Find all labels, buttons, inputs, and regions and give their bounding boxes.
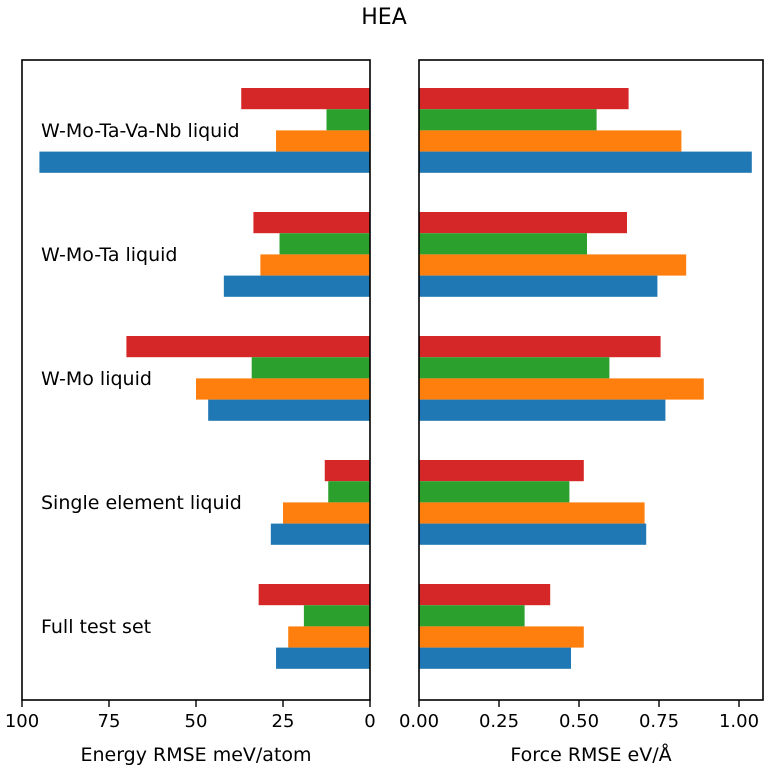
bar-w-mo-ta-liquid-series-4 [419, 275, 658, 297]
bar-w-mo-ta-va-nb-liquid-series-1 [419, 88, 629, 110]
bar-w-mo-ta-va-nb-liquid-series-3 [276, 130, 370, 152]
bar-w-mo-ta-liquid-series-2 [279, 233, 370, 255]
bar-w-mo-liquid-series-2 [419, 357, 610, 379]
bar-full-test-set-series-4 [276, 647, 370, 669]
x-tick-label: 0.50 [559, 711, 599, 732]
x-tick-label: 25 [272, 711, 295, 732]
bar-full-test-set-series-4 [419, 647, 571, 669]
x-tick-label: 0.75 [639, 711, 679, 732]
bar-w-mo-ta-va-nb-liquid-series-2 [326, 109, 370, 131]
x-axis-label: Force RMSE eV/Å [510, 743, 671, 766]
bar-w-mo-ta-liquid-series-4 [223, 275, 370, 297]
bar-single-element-liquid-series-4 [270, 523, 370, 545]
energy-rmse-panel: 100 75 50 25 0 Energy RMSE meV/atom W-Mo-Ta-Va… [5, 59, 376, 766]
bar-single-element-liquid-series-1 [419, 460, 584, 482]
plot-frame [418, 59, 764, 701]
x-tick-label: 50 [185, 711, 208, 732]
bar-w-mo-liquid-series-4 [419, 399, 666, 421]
x-tick-label: 100 [5, 711, 39, 732]
bar-w-mo-liquid-series-3 [196, 378, 370, 400]
bar-full-test-set-series-2 [419, 605, 525, 627]
bar-single-element-liquid-series-4 [419, 523, 647, 545]
bar-single-element-liquid-series-3 [283, 502, 370, 524]
bar-w-mo-ta-liquid-series-1 [419, 212, 627, 234]
x-tick-label: 1.00 [719, 711, 759, 732]
category-label: Full test set [41, 616, 151, 638]
category-label: W-Mo-Ta liquid [41, 244, 178, 266]
bar-single-element-liquid-series-1 [324, 460, 370, 482]
x-tick-label: 0.00 [399, 711, 439, 732]
x-tick-label: 0 [364, 711, 375, 732]
x-axis-label: Energy RMSE meV/atom [80, 744, 311, 766]
chart-title: HEA [361, 5, 407, 30]
bar-full-test-set-series-3 [419, 626, 584, 648]
bar-w-mo-ta-liquid-series-2 [419, 233, 587, 255]
bar-full-test-set-series-3 [288, 626, 370, 648]
category-label: W-Mo liquid [41, 368, 152, 390]
bar-full-test-set-series-2 [303, 605, 370, 627]
bar-w-mo-ta-liquid-series-3 [260, 254, 370, 276]
x-tick-label: 75 [98, 711, 121, 732]
bar-full-test-set-series-1 [258, 584, 370, 606]
bar-single-element-liquid-series-2 [328, 481, 370, 503]
bar-w-mo-liquid-series-1 [419, 336, 661, 358]
bar-w-mo-liquid-series-3 [419, 378, 704, 400]
category-label: Single element liquid [41, 492, 242, 514]
bar-w-mo-ta-va-nb-liquid-series-2 [419, 109, 597, 131]
bar-w-mo-ta-va-nb-liquid-series-3 [419, 130, 682, 152]
bar-w-mo-ta-va-nb-liquid-series-4 [419, 151, 752, 173]
x-tick-label: 0.25 [479, 711, 519, 732]
bar-w-mo-ta-liquid-series-3 [419, 254, 687, 276]
bar-full-test-set-series-1 [419, 584, 551, 606]
bar-single-element-liquid-series-2 [419, 481, 570, 503]
bar-w-mo-liquid-series-4 [208, 399, 370, 421]
bar-w-mo-liquid-series-1 [126, 336, 371, 358]
category-label: W-Mo-Ta-Va-Nb liquid [41, 120, 240, 142]
bar-w-mo-ta-liquid-series-1 [253, 212, 370, 234]
bar-w-mo-ta-va-nb-liquid-series-4 [39, 151, 371, 173]
bar-w-mo-liquid-series-2 [251, 357, 370, 379]
force-rmse-panel: 0.00 0.25 0.50 0.75 1.00 Force RMSE eV/Å [399, 59, 764, 766]
bar-single-element-liquid-series-3 [419, 502, 645, 524]
bar-w-mo-ta-va-nb-liquid-series-1 [241, 88, 370, 110]
